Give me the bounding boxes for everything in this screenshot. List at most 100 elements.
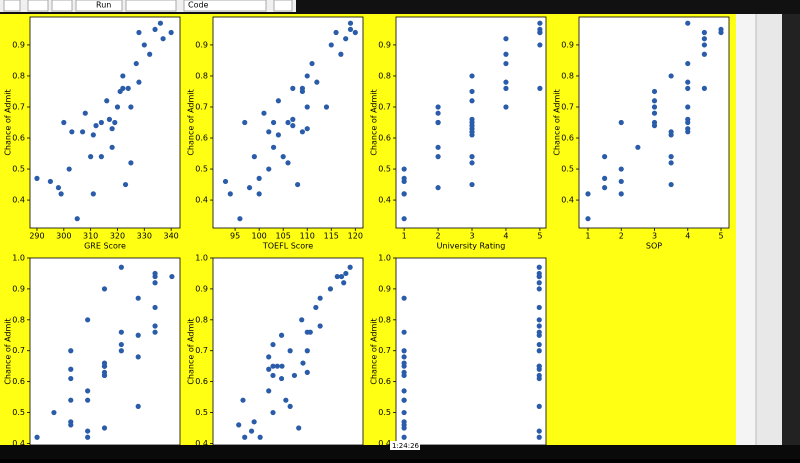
point [79, 129, 86, 135]
point [141, 42, 147, 48]
point [82, 110, 88, 116]
y-tick-label: 0.6 [378, 134, 391, 143]
point [85, 434, 91, 440]
point [701, 36, 707, 42]
point [537, 20, 543, 26]
run-button[interactable] [75, 0, 123, 12]
toolbar-button[interactable] [51, 0, 73, 12]
toolbar-button[interactable] [125, 0, 177, 12]
point [401, 360, 407, 366]
point [68, 348, 74, 354]
point [251, 154, 257, 160]
point [118, 264, 124, 270]
points [222, 20, 358, 222]
point [347, 264, 353, 270]
toolbar-button[interactable] [27, 0, 49, 12]
y-tick-label: 1.0 [378, 254, 391, 263]
point [401, 372, 407, 379]
points [236, 264, 353, 440]
point [503, 85, 509, 91]
point [120, 73, 126, 79]
x-tick-label: 3 [652, 232, 657, 241]
point [435, 154, 441, 160]
point [585, 191, 591, 197]
point [118, 341, 124, 348]
point [536, 273, 542, 280]
point [635, 144, 641, 150]
point [93, 123, 99, 129]
x-axis-label: University Rating [437, 242, 506, 251]
subplot: 0.4 0.5 0.6 0.7 0.8 0.9 1 2 3 4 5 SOP Chance of Admi… [553, 16, 730, 251]
point [98, 154, 104, 160]
point [152, 323, 158, 329]
x-tick-label: 320 [110, 232, 125, 241]
toolbar-button[interactable] [3, 0, 21, 12]
subplot: 0.4 0.5 0.6 0.7 0.8 0.9 95 100 105 110 115 120 TOEFL… [187, 16, 364, 251]
point [401, 329, 407, 335]
point [651, 98, 658, 104]
point [237, 216, 243, 222]
toolbar-button[interactable] [273, 0, 293, 12]
cell-type-select[interactable] [183, 0, 267, 12]
point [536, 264, 542, 270]
point [651, 119, 658, 126]
x-tick-label: 3 [469, 232, 474, 241]
subplot: 0.4 0.5 0.6 0.7 0.8 0.9 290 300 310 320 330 340 GRE … [4, 16, 181, 251]
point [285, 160, 291, 166]
plots: 0.4 0.5 0.6 0.7 0.8 0.9 290 300 310 320 330 340 GRE … [4, 16, 730, 448]
point [323, 104, 330, 110]
point [291, 372, 298, 379]
point [101, 286, 108, 292]
point [333, 29, 339, 36]
plot-area [30, 258, 180, 445]
point [317, 323, 323, 329]
point [685, 79, 691, 85]
point [69, 129, 75, 135]
point [618, 178, 624, 185]
y-tick-label: 0.9 [12, 40, 25, 49]
x-tick-label: 5 [537, 232, 542, 241]
subplot: 0.4 0.5 0.6 0.7 0.8 0.9 1.0 Chance of Admit [370, 254, 547, 448]
y-tick-label: 0.4 [378, 439, 391, 448]
y-tick-label: 0.7 [195, 102, 208, 111]
y-axis-label: Chance of Admit [187, 89, 196, 155]
point [536, 304, 542, 311]
point [668, 160, 674, 166]
x-tick-label: 110 [300, 232, 315, 241]
y-tick-label: 0.9 [195, 284, 208, 293]
point [101, 425, 108, 431]
point [270, 372, 276, 379]
y-tick-label: 0.6 [561, 134, 574, 143]
y-tick-label: 0.8 [12, 315, 25, 324]
point [246, 185, 253, 191]
axes-frame [578, 16, 730, 229]
y-tick-label: 0.7 [12, 102, 25, 111]
point [401, 166, 407, 172]
point [469, 98, 475, 104]
point [718, 26, 724, 33]
point [435, 110, 441, 116]
y-tick-label: 0.4 [12, 196, 25, 205]
point [701, 85, 707, 91]
point [90, 132, 96, 138]
point [304, 329, 310, 335]
axes-frame [395, 16, 547, 229]
x-tick-label: 310 [83, 232, 98, 241]
plot-area [396, 258, 546, 445]
point [435, 185, 441, 191]
point [537, 29, 543, 36]
y-tick-label: 0.8 [12, 71, 25, 80]
point [266, 366, 272, 372]
point [469, 181, 475, 188]
y-tick-label: 0.8 [195, 315, 208, 324]
point [266, 129, 272, 135]
point [536, 280, 542, 286]
y-tick-label: 0.5 [195, 165, 208, 174]
run-label: Run [96, 1, 111, 10]
point [85, 388, 91, 394]
point [169, 273, 175, 280]
y-tick-label: 0.9 [378, 284, 391, 293]
point [136, 79, 142, 85]
side-panel [756, 14, 782, 445]
point [101, 372, 108, 379]
